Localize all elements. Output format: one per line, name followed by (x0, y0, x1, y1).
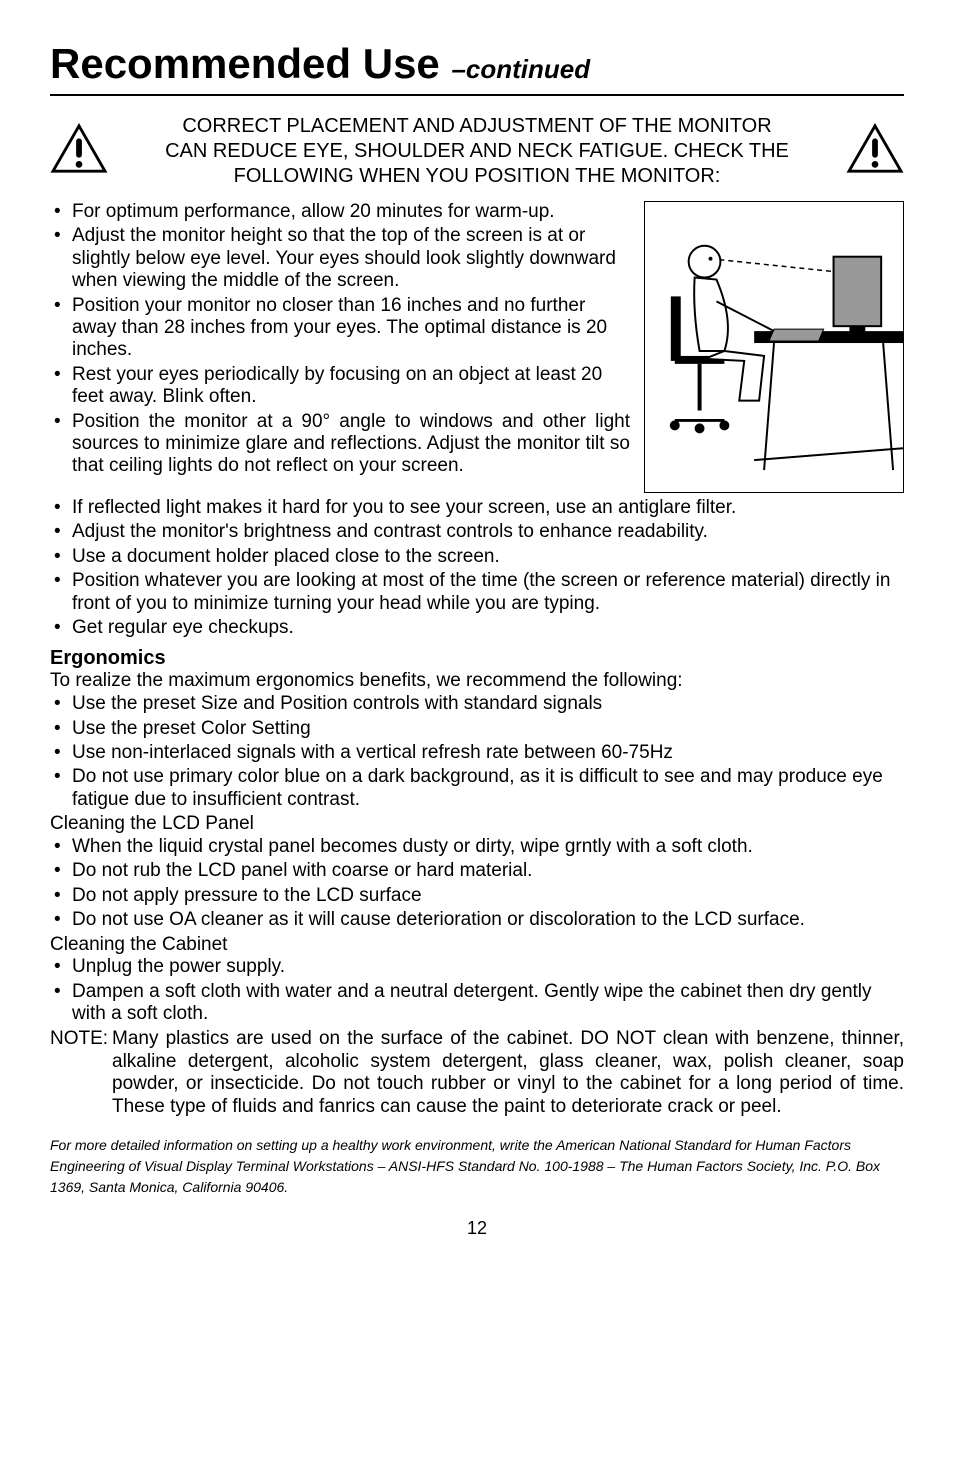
list-item: Adjust the monitor's brightness and cont… (50, 521, 904, 543)
list-item: Use the preset Color Setting (50, 718, 904, 740)
ergonomic-diagram (644, 201, 904, 493)
list-item: Do not apply pressure to the LCD surface (50, 885, 904, 907)
header-line-1: CORRECT PLACEMENT AND ADJUSTMENT OF THE … (126, 114, 828, 139)
list-item: Get regular eye checkups. (50, 617, 904, 639)
list-item: For optimum performance, allow 20 minute… (50, 201, 630, 223)
list-item: Adjust the monitor height so that the to… (50, 225, 630, 292)
list-item: If reflected light makes it hard for you… (50, 497, 904, 519)
list-item: Do not rub the LCD panel with coarse or … (50, 860, 904, 882)
list-item: Position the monitor at a 90° angle to w… (50, 411, 630, 478)
list-item: Use a document holder placed close to th… (50, 546, 904, 568)
title-suffix: –continued (451, 54, 590, 84)
list-item: Do not use primary color blue on a dark … (50, 766, 904, 811)
ergonomics-intro: To realize the maximum ergonomics benefi… (50, 670, 904, 693)
list-item: Rest your eyes periodically by focusing … (50, 364, 630, 409)
header-block: CORRECT PLACEMENT AND ADJUSTMENT OF THE … (50, 114, 904, 189)
note-block: NOTE: Many plastics are used on the surf… (50, 1028, 904, 1119)
note-text: Many plastics are used on the surface of… (112, 1028, 904, 1119)
list-item: When the liquid crystal panel becomes du… (50, 836, 904, 858)
ergonomics-heading: Ergonomics (50, 647, 904, 670)
list-item: Unplug the power supply. (50, 956, 904, 978)
title-main: Recommended Use (50, 40, 440, 87)
footnote: For more detailed information on setting… (50, 1135, 904, 1198)
header-text: CORRECT PLACEMENT AND ADJUSTMENT OF THE … (126, 114, 828, 189)
list-item: Position your monitor no closer than 16 … (50, 295, 630, 362)
top-bullet-list: For optimum performance, allow 20 minute… (50, 201, 630, 493)
header-line-3: FOLLOWING WHEN YOU POSITION THE MONITOR: (126, 164, 828, 189)
warning-icon (846, 123, 904, 180)
clean-cabinet-bullets: Unplug the power supply. Dampen a soft c… (50, 956, 904, 1025)
note-label: NOTE: (50, 1028, 112, 1119)
page-number: 12 (50, 1218, 904, 1239)
body-block: For optimum performance, allow 20 minute… (50, 201, 904, 493)
warning-icon (50, 123, 108, 180)
clean-panel-bullets: When the liquid crystal panel becomes du… (50, 836, 904, 932)
list-item: Do not use OA cleaner as it will cause d… (50, 909, 904, 931)
list-item: Dampen a soft cloth with water and a neu… (50, 981, 904, 1026)
ergonomics-bullets: Use the preset Size and Position control… (50, 693, 904, 811)
clean-cabinet-heading: Cleaning the Cabinet (50, 934, 904, 957)
list-item: Use non-interlaced signals with a vertic… (50, 742, 904, 764)
list-item: Use the preset Size and Position control… (50, 693, 904, 715)
page-title: Recommended Use –continued (50, 40, 904, 96)
header-line-2: CAN REDUCE EYE, SHOULDER AND NECK FATIGU… (126, 139, 828, 164)
list-item: Position whatever you are looking at mos… (50, 570, 904, 615)
clean-panel-heading: Cleaning the LCD Panel (50, 813, 904, 836)
lower-bullet-list: If reflected light makes it hard for you… (50, 497, 904, 639)
